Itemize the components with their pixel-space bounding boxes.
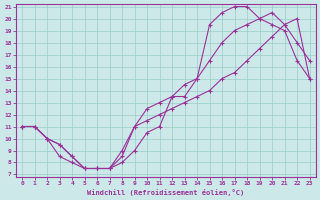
- X-axis label: Windchill (Refroidissement éolien,°C): Windchill (Refroidissement éolien,°C): [87, 189, 244, 196]
